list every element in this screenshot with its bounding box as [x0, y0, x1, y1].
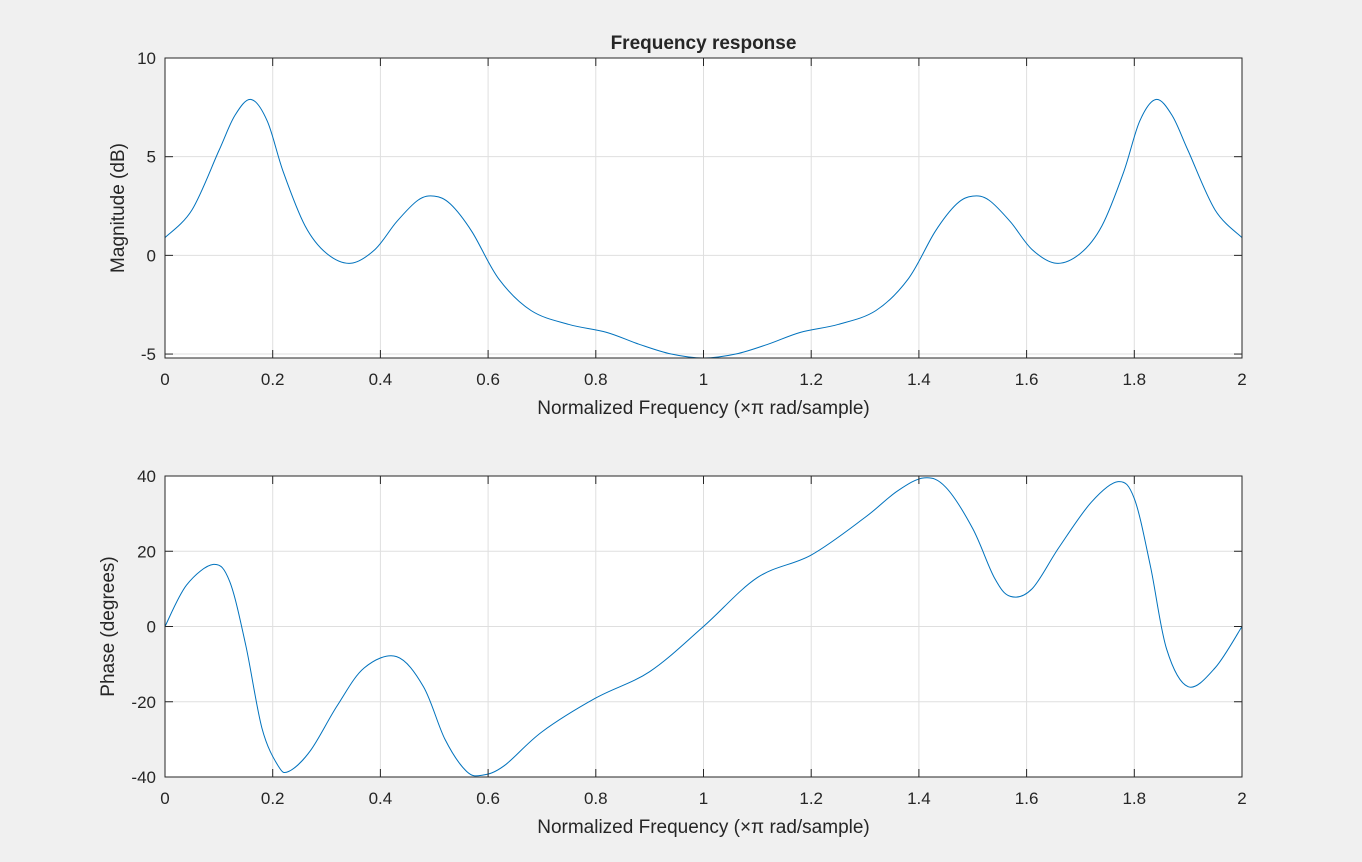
phase-x-tick-label: 0.2: [261, 789, 285, 808]
magnitude-x-tick-label: 1.6: [1015, 370, 1039, 389]
phase-x-tick-label: 0: [160, 789, 169, 808]
magnitude-x-tick-label: 0.8: [584, 370, 608, 389]
phase-x-tick-label: 1: [699, 789, 708, 808]
phase-x-tick-label: 0.8: [584, 789, 608, 808]
magnitude-y-axis-label: Magnitude (dB): [108, 143, 129, 273]
phase-y-tick-label: 0: [147, 618, 156, 637]
phase-y-tick-label: 20: [137, 542, 156, 561]
magnitude-y-tick-label: 0: [147, 246, 156, 265]
phase-x-tick-label: 1.4: [907, 789, 931, 808]
phase-x-tick-label: 0.6: [476, 789, 500, 808]
magnitude-axes: 0 0.2 0.4 0.6 0.8 1 1.2 1.4 1.6 1.8 2-50510Normali…: [108, 33, 1247, 419]
magnitude-x-tick-label: 0.6: [476, 370, 500, 389]
magnitude-x-tick-label: 0.2: [261, 370, 285, 389]
magnitude-chart-title: Frequency response: [611, 33, 797, 54]
magnitude-x-tick-label: 1.8: [1122, 370, 1146, 389]
magnitude-y-tick-label: -5: [141, 345, 156, 364]
magnitude-y-tick-label: 10: [137, 49, 156, 68]
magnitude-y-tick-label: 5: [147, 148, 156, 167]
magnitude-x-tick-label: 1: [699, 370, 708, 389]
phase-y-tick-label: -20: [131, 693, 156, 712]
phase-axes: 0 0.2 0.4 0.6 0.8 1 1.2 1.4 1.6 1.8 2 -40 -20 0 20 40 No…: [98, 467, 1247, 838]
magnitude-x-tick-label: 1.2: [799, 370, 823, 389]
phase-x-tick-label: 1.8: [1122, 789, 1146, 808]
phase-x-tick-label: 2: [1237, 789, 1246, 808]
magnitude-x-axis-label: Normalized Frequency (×π rad/sample): [537, 398, 870, 419]
phase-x-tick-label: 0.4: [369, 789, 393, 808]
phase-y-tick-label: -40: [131, 768, 156, 787]
phase-x-axis-label: Normalized Frequency (×π rad/sample): [537, 817, 870, 838]
phase-y-axis-label: Phase (degrees): [98, 556, 119, 696]
phase-y-tick-label: 40: [137, 467, 156, 486]
magnitude-x-tick-label: 1.4: [907, 370, 931, 389]
phase-x-tick-label: 1.2: [799, 789, 823, 808]
magnitude-x-tick-label: 2: [1237, 370, 1246, 389]
phase-series-line: [164, 477, 1243, 777]
magnitude-x-tick-label: 0.4: [369, 370, 393, 389]
magnitude-x-tick-label: 0: [160, 370, 169, 389]
phase-x-tick-label: 1.6: [1015, 789, 1039, 808]
